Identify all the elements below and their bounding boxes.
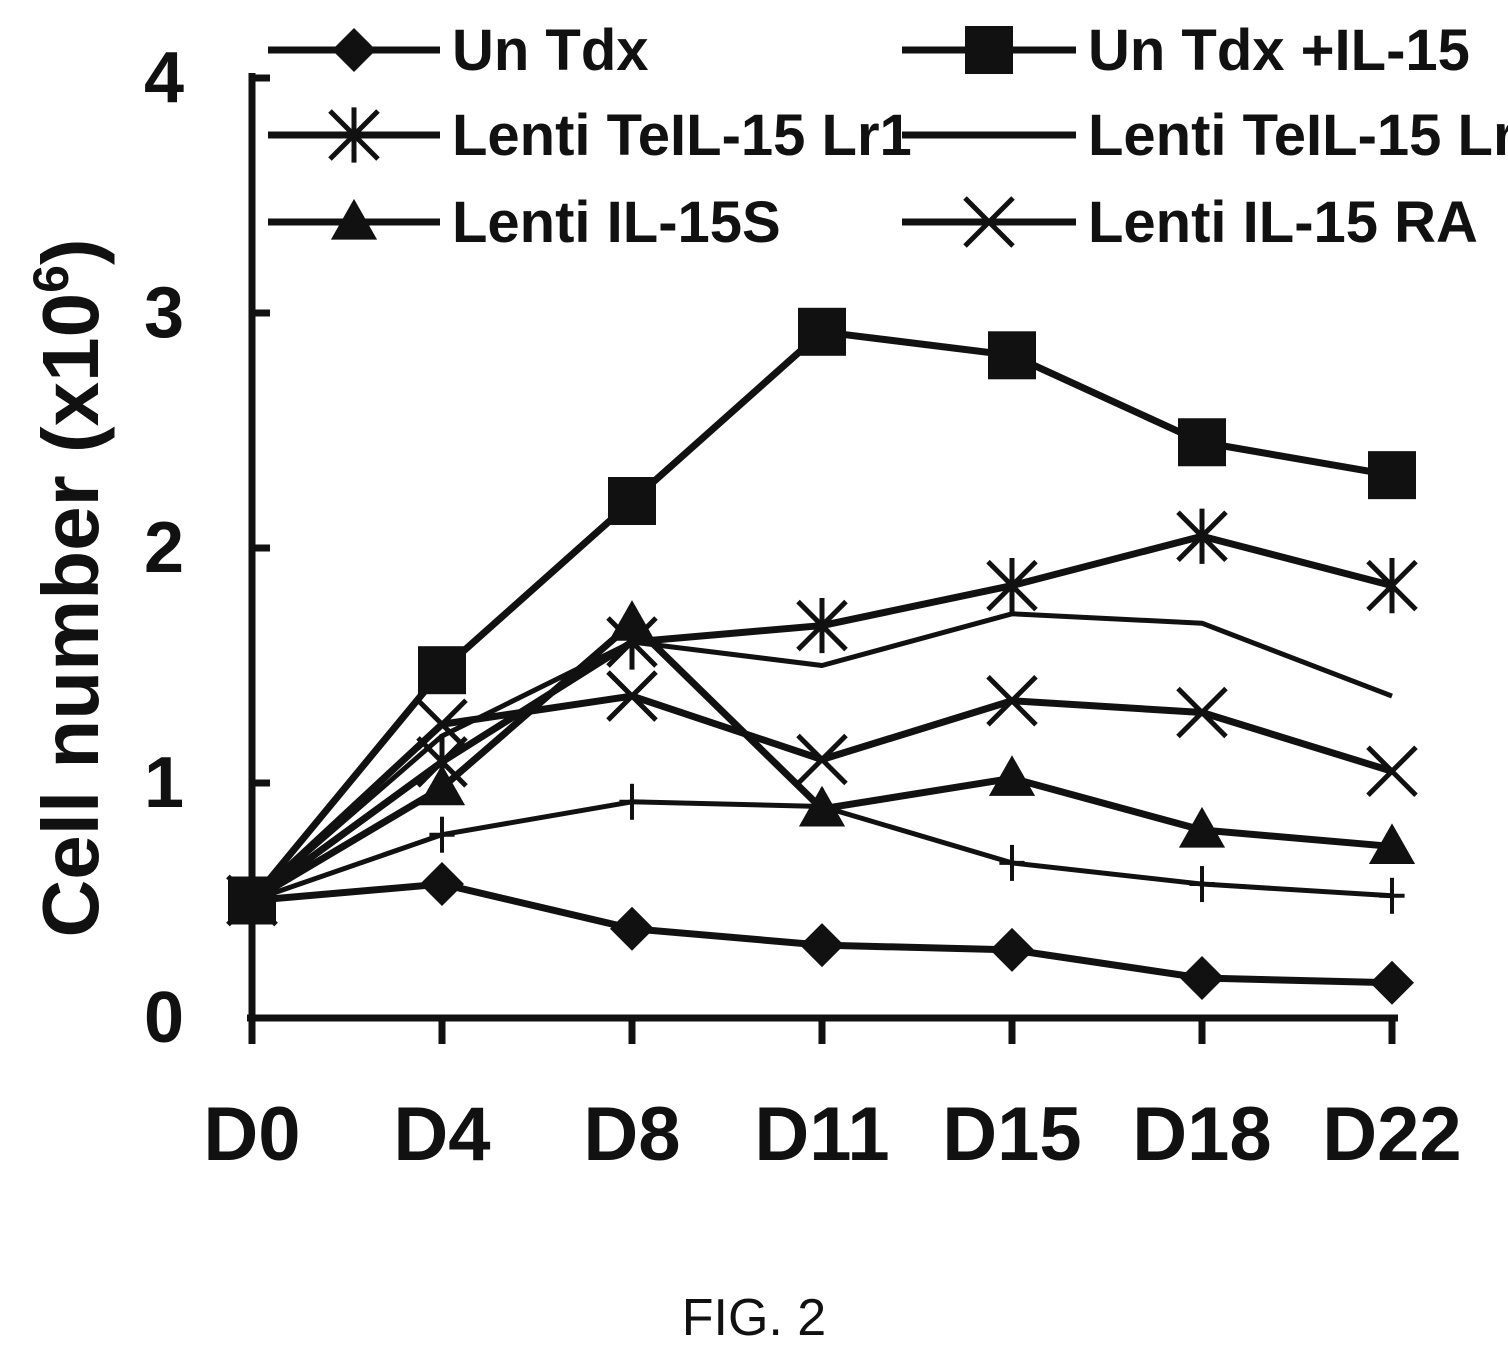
data-point bbox=[999, 844, 1025, 881]
legend-marker bbox=[328, 107, 380, 163]
data-point bbox=[610, 906, 654, 951]
y-tick-label: 2 bbox=[144, 508, 184, 588]
x-tick-label: D0 bbox=[203, 1092, 300, 1177]
y-tick-label: 4 bbox=[144, 38, 184, 118]
x-tick-label: D15 bbox=[942, 1092, 1081, 1177]
legend-item: Un Tdx +IL-15 bbox=[902, 18, 1470, 83]
data-point bbox=[1178, 806, 1226, 848]
y-axis-label-close: ) bbox=[26, 238, 115, 265]
data-point bbox=[1368, 823, 1416, 865]
data-point bbox=[798, 307, 846, 356]
series-markers bbox=[226, 307, 1418, 1005]
chart-legend: Un Tdx Un Tdx +IL-15 Lenti TeIL-15 Lr1 Lent… bbox=[268, 18, 1508, 255]
data-point bbox=[1366, 745, 1418, 798]
data-point bbox=[986, 674, 1038, 727]
data-point bbox=[986, 558, 1038, 614]
legend-item: Un Tdx bbox=[268, 18, 649, 83]
legend-label: Un Tdx +IL-15 bbox=[1088, 18, 1470, 83]
legend-label: Un Tdx bbox=[452, 18, 649, 83]
y-tick-label: 0 bbox=[144, 978, 184, 1058]
data-point bbox=[990, 927, 1034, 972]
legend-label: Lenti IL-15 RA bbox=[1088, 190, 1478, 255]
legend-item: Lenti IL-15 RA bbox=[902, 190, 1478, 255]
x-tick-label: D18 bbox=[1132, 1092, 1271, 1177]
data-point bbox=[619, 783, 645, 820]
data-point bbox=[1368, 451, 1416, 500]
y-axis-label-exponent: 6 bbox=[23, 265, 79, 293]
x-tick-label: D8 bbox=[583, 1092, 680, 1177]
data-point bbox=[1370, 960, 1414, 1005]
x-tick-label: D22 bbox=[1322, 1092, 1461, 1177]
data-point bbox=[1178, 418, 1226, 467]
data-point bbox=[1379, 877, 1405, 914]
legend-item: Lenti TeIL-15 Lr1 bbox=[268, 103, 912, 168]
legend-marker bbox=[332, 28, 376, 72]
data-point bbox=[416, 698, 468, 751]
data-point bbox=[1176, 686, 1228, 739]
legend-item: Lenti IL-15S bbox=[268, 190, 781, 255]
legend-label: Lenti IL-15S bbox=[452, 190, 781, 255]
y-axis-label: Cell number (x106) bbox=[23, 238, 115, 937]
data-point bbox=[606, 670, 658, 722]
legend-label: Lenti TeIL-15 Lr1 bbox=[452, 103, 912, 168]
y-axis-label-group: Cell number (x106) bbox=[23, 238, 115, 937]
legend-label: Lenti TeIL-15 Lr2 bbox=[1088, 103, 1508, 168]
data-point bbox=[800, 923, 844, 968]
figure-caption: FIG. 2 bbox=[681, 1289, 827, 1347]
data-point bbox=[1366, 558, 1418, 614]
chart-axes: 0 1 2 3 4 D0 D4 D8 D11 D15 D18 D22 bbox=[144, 38, 1462, 1177]
data-point bbox=[796, 597, 848, 654]
data-point bbox=[988, 755, 1036, 796]
y-axis-label-main: Cell number (x10 bbox=[26, 293, 115, 938]
data-point bbox=[1176, 508, 1228, 564]
y-tick-label: 1 bbox=[144, 743, 184, 823]
data-point bbox=[796, 733, 848, 786]
data-point bbox=[1180, 956, 1224, 1001]
legend-item: Lenti TeIL-15 Lr2 bbox=[902, 103, 1508, 168]
data-point bbox=[608, 600, 656, 641]
data-point bbox=[429, 816, 455, 853]
data-point bbox=[239, 882, 265, 919]
data-point bbox=[420, 862, 464, 907]
legend-marker bbox=[330, 198, 378, 240]
data-point bbox=[608, 477, 656, 525]
legend-marker bbox=[963, 196, 1015, 248]
y-tick-label: 3 bbox=[144, 273, 184, 353]
data-point bbox=[418, 764, 466, 806]
x-tick-label: D11 bbox=[754, 1092, 889, 1177]
legend-marker bbox=[965, 26, 1013, 74]
data-point bbox=[809, 788, 835, 825]
data-point bbox=[418, 646, 466, 695]
data-point bbox=[988, 331, 1036, 380]
x-tick-label: D4 bbox=[393, 1092, 490, 1177]
data-point bbox=[1189, 866, 1215, 903]
